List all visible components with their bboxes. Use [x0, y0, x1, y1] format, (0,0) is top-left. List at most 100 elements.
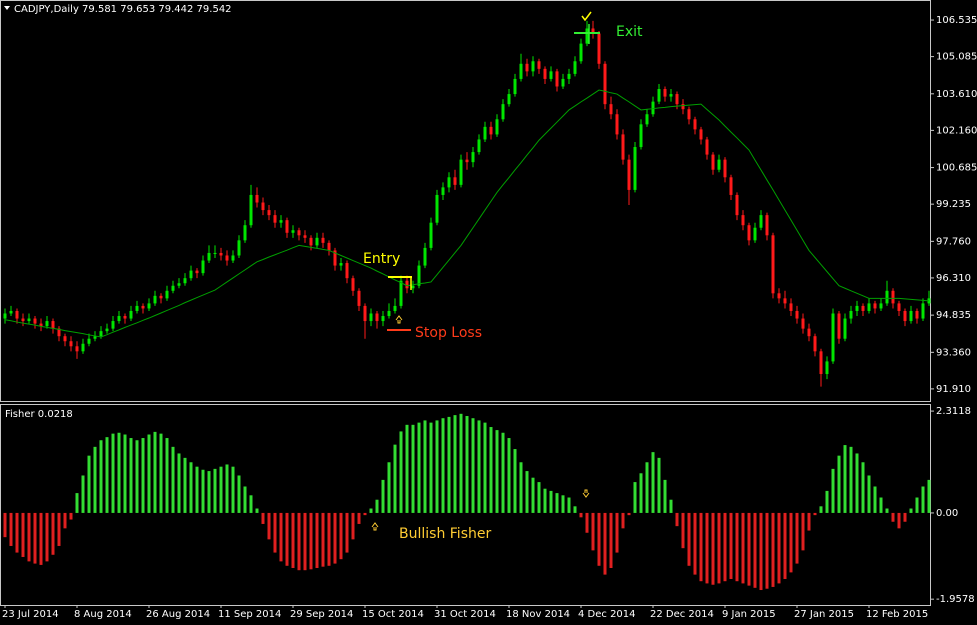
- candle-body: [753, 227, 757, 241]
- candle-body: [45, 321, 49, 327]
- candle-body: [327, 242, 331, 251]
- candle-body: [291, 230, 295, 233]
- histogram-bar: [417, 422, 421, 513]
- candle-body: [249, 194, 253, 226]
- histogram-bar: [783, 512, 787, 580]
- histogram-bar: [633, 482, 637, 513]
- candle-body: [423, 247, 427, 266]
- candle-body: [735, 194, 739, 216]
- histogram-bar: [207, 471, 211, 513]
- histogram-bar: [483, 422, 487, 513]
- histogram-bar: [549, 490, 553, 513]
- x-tick-label: 12 Feb 2015: [866, 609, 928, 620]
- histogram-bar: [255, 508, 259, 513]
- histogram-bar: [771, 512, 775, 587]
- histogram-bar: [729, 512, 733, 580]
- candle-body: [693, 119, 697, 130]
- histogram-bar: [501, 432, 505, 513]
- candle-body: [615, 114, 619, 135]
- histogram-bar: [177, 453, 181, 513]
- candle-body: [447, 177, 451, 188]
- candle-body: [555, 71, 559, 87]
- x-tick-label: 22 Dec 2014: [650, 609, 714, 620]
- candle-body: [189, 270, 193, 279]
- candle-body: [303, 235, 307, 238]
- x-tick-label: 4 Dec 2014: [578, 609, 636, 620]
- candle-body: [891, 290, 895, 304]
- indicator-title: Fisher 0.0218: [5, 409, 73, 420]
- candle-body: [195, 270, 199, 274]
- candle-body: [99, 331, 103, 337]
- histogram-bar: [777, 512, 781, 584]
- chart-title: CADJPY,Daily 79.581 79.653 79.442 79.542: [14, 4, 232, 15]
- candle-body: [33, 318, 37, 324]
- histogram-bar: [129, 438, 133, 513]
- histogram-bar: [651, 452, 655, 513]
- histogram-bar: [345, 512, 349, 553]
- histogram-bar: [333, 512, 337, 564]
- candle-body: [93, 336, 97, 339]
- y-tick-label: 103.610: [936, 89, 977, 100]
- candle-body: [711, 154, 715, 170]
- candle-body: [435, 194, 439, 223]
- plot-layer: [3, 20, 931, 591]
- histogram-bar: [459, 413, 463, 513]
- candle-body: [897, 303, 901, 311]
- candle-body: [351, 278, 355, 291]
- candle-body: [741, 215, 745, 226]
- histogram-bar: [861, 462, 865, 513]
- histogram-bar: [897, 512, 901, 529]
- histogram-bar: [837, 455, 841, 513]
- histogram-bar: [303, 512, 307, 571]
- histogram-bar: [885, 508, 889, 513]
- candle-body: [921, 303, 925, 319]
- candle-body: [369, 313, 373, 322]
- candle-body: [831, 313, 835, 362]
- histogram-bar: [699, 512, 703, 582]
- histogram-bar: [447, 416, 451, 513]
- x-tick-label: 31 Oct 2014: [434, 609, 496, 620]
- histogram-bar: [237, 475, 241, 513]
- x-tick-label: 29 Sep 2014: [290, 609, 353, 620]
- histogram-bar: [813, 512, 817, 516]
- histogram-bar: [75, 493, 79, 513]
- histogram-bar: [327, 512, 331, 566]
- candle-body: [801, 318, 805, 329]
- histogram-bar: [735, 512, 739, 582]
- histogram-bar: [879, 497, 883, 513]
- y-tick-label: 105.085: [936, 52, 977, 63]
- candle-body: [771, 235, 775, 294]
- histogram-bar: [723, 512, 727, 582]
- candle-body: [111, 321, 115, 329]
- candle-body: [747, 225, 751, 241]
- histogram-bar: [453, 415, 457, 513]
- histogram-bar: [213, 468, 217, 513]
- candle-body: [333, 250, 337, 266]
- candle-body: [453, 177, 457, 185]
- candle-body: [873, 303, 877, 309]
- histogram-bar: [339, 512, 343, 560]
- histogram-bar: [117, 432, 121, 513]
- histogram-bar: [27, 512, 31, 562]
- histogram-bar: [297, 512, 301, 571]
- histogram-bar: [285, 512, 289, 566]
- histogram-bar: [135, 440, 139, 513]
- y-tick-label: -1.9578: [936, 594, 975, 605]
- histogram-bar: [231, 466, 235, 513]
- histogram-bar: [873, 486, 877, 513]
- candle-body: [201, 260, 205, 274]
- histogram-bar: [531, 477, 535, 513]
- histogram-bar: [579, 512, 583, 518]
- histogram-bar: [435, 420, 439, 513]
- candle-body: [843, 318, 847, 339]
- histogram-bar: [45, 512, 49, 562]
- candle-body: [123, 316, 127, 319]
- histogram-bar: [843, 445, 847, 513]
- x-tick-label: 26 Aug 2014: [146, 609, 210, 620]
- histogram-bar: [57, 512, 61, 546]
- y-tick-label: 0.00: [936, 508, 958, 519]
- histogram-bar: [375, 499, 379, 513]
- histogram-bar: [171, 446, 175, 513]
- candle-body: [315, 237, 319, 246]
- histogram-bar: [669, 499, 673, 513]
